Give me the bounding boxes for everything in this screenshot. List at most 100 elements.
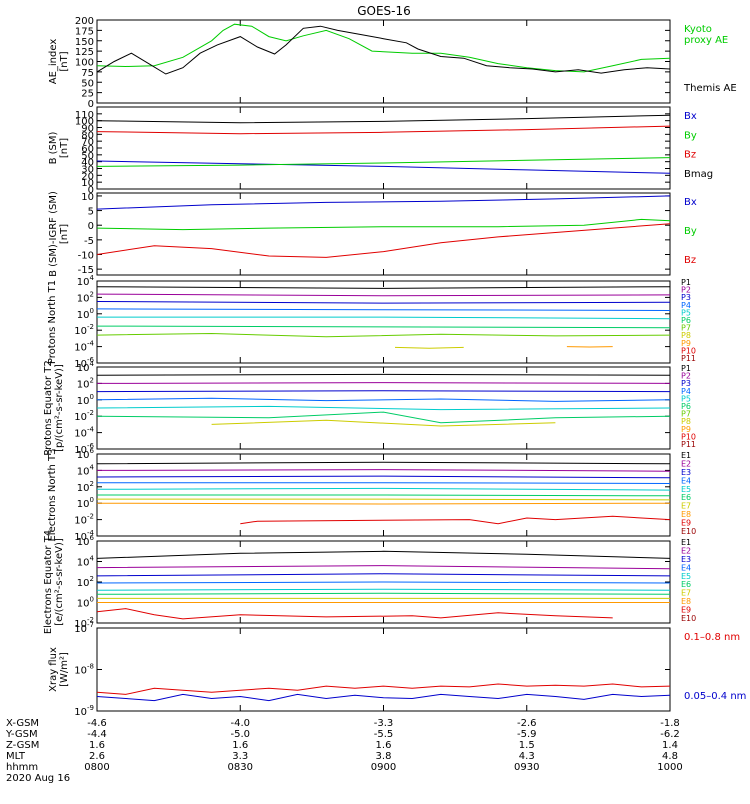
- y-axis-label-line: [e/(cm²-s-sr-keV)]: [54, 538, 65, 626]
- y-tick-label: 104: [77, 360, 95, 374]
- series-line-0-05-0-4-nm: [97, 694, 670, 700]
- x-axis-value: 1.6: [89, 740, 105, 751]
- y-tick-label: 104: [77, 555, 95, 569]
- series-line-bz: [97, 224, 670, 258]
- y-tick-label: 10-2: [74, 513, 94, 527]
- x-axis-value: 0800: [84, 762, 109, 773]
- y-axis-label-line: Electrons North T3: [47, 448, 58, 541]
- y-tick-label: 102: [77, 575, 94, 589]
- panel-frame: [97, 367, 670, 449]
- x-axis-value: -3.3: [374, 718, 394, 729]
- channel-label-p11: P11: [681, 354, 696, 363]
- y-tick-label: -10: [78, 251, 94, 262]
- series-line-e7: [97, 499, 670, 500]
- series-line-p1: [97, 374, 670, 375]
- legend-label: Kyoto: [684, 24, 712, 35]
- x-axis-row-label: hhmm: [6, 762, 38, 773]
- y-tick-label: 10-2: [74, 323, 94, 337]
- x-axis-value: -5.5: [374, 729, 394, 740]
- legend-label: Bmag: [684, 169, 713, 180]
- y-tick-exponent: -4: [87, 340, 95, 348]
- y-tick-label: 50: [81, 78, 94, 89]
- y-axis-label-line: AE_index: [48, 39, 59, 85]
- panel-frame: [97, 107, 670, 189]
- y-tick-exponent: 0: [90, 596, 94, 604]
- legend-label: proxy AE: [684, 35, 728, 46]
- series-line-p5: [97, 317, 670, 319]
- x-axis-value: 1.5: [519, 740, 535, 751]
- series-line-e3: [97, 574, 670, 576]
- series-line-p4: [97, 398, 670, 401]
- channel-label-p11: P11: [681, 440, 696, 449]
- x-axis-table: X-GSM-4.6-4.0-3.3-2.6-1.8Y-GSM-4.4-5.0-5…: [5, 718, 683, 784]
- x-axis-value: 1.4: [662, 740, 678, 751]
- y-tick-label: 104: [77, 463, 95, 477]
- series-line-p3: [97, 302, 670, 304]
- series-line-p2: [97, 294, 670, 296]
- legend-label: Themis AE: [683, 83, 737, 94]
- series-line-p3: [97, 391, 670, 392]
- y-tick-label: 75: [81, 68, 94, 79]
- y-tick-label: 10-2: [74, 409, 94, 423]
- plot-title: GOES-16: [357, 4, 411, 18]
- y-axis-label-line: [p/(cm²-s-sr-keV)]: [54, 364, 65, 452]
- series-line-by: [97, 158, 670, 167]
- y-tick-exponent: -4: [87, 426, 95, 434]
- x-axis-value: -2.6: [517, 718, 537, 729]
- y-axis-label: Electrons Equator T4[e/(cm²-s-sr-keV)]: [43, 530, 65, 634]
- x-axis-value: -4.6: [87, 718, 107, 729]
- y-tick-label: 150: [75, 37, 94, 48]
- y-tick-exponent: -9: [87, 704, 94, 712]
- legend-label: 0.05–0.4 nm: [684, 691, 746, 702]
- y-tick-label: 100: [77, 596, 94, 610]
- series-line-e8: [97, 503, 670, 504]
- series-line-bz: [97, 126, 670, 134]
- y-tick-label: 110: [75, 110, 94, 121]
- x-axis-value: -4.4: [87, 729, 107, 740]
- series-line-e6: [97, 593, 670, 594]
- series-line-p7: [97, 334, 670, 337]
- panel-ae: 0255075100125150175200AE_index[nT]Kyotop…: [48, 16, 737, 110]
- y-axis-label: B (SM)[nT]: [48, 131, 70, 164]
- y-tick-label: 102: [77, 290, 94, 304]
- y-tick-exponent: 2: [90, 290, 94, 298]
- series-line-e5: [97, 488, 670, 490]
- y-axis-label: Protons North T1: [47, 280, 58, 364]
- y-tick-label: 0: [88, 221, 94, 232]
- y-tick-label: 200: [75, 16, 94, 27]
- panel-frame: [97, 628, 670, 711]
- series-line-0-1-0-8-nm: [97, 684, 670, 694]
- x-axis-value: 1000: [657, 762, 682, 773]
- x-axis-value: 0830: [228, 762, 253, 773]
- y-axis-label-line: Protons Equator T2: [43, 360, 54, 456]
- y-axis-label-line: [nT]: [59, 51, 70, 71]
- series-line-p5: [97, 406, 670, 409]
- x-axis-value: 3.8: [376, 751, 392, 762]
- panel-frame: [97, 20, 670, 103]
- y-tick-label: 10-4: [74, 426, 94, 440]
- y-tick-exponent: 2: [90, 376, 94, 384]
- y-tick-exponent: -2: [87, 513, 94, 521]
- x-axis-value: -4.0: [230, 718, 250, 729]
- series-line-e9: [240, 516, 670, 523]
- x-axis-row-label: MLT: [6, 751, 26, 762]
- y-tick-exponent: 4: [90, 463, 95, 471]
- x-axis-value: 4.3: [519, 751, 535, 762]
- series-line-p2: [97, 383, 670, 384]
- y-tick-label: 100: [77, 496, 94, 510]
- y-axis-label: Protons Equator T2[p/(cm²-s-sr-keV)]: [43, 360, 65, 456]
- series-line-e1: [97, 462, 670, 464]
- series-line-p6: [97, 412, 670, 423]
- y-tick-label: 102: [77, 376, 94, 390]
- legend-label: Bz: [684, 255, 696, 266]
- y-axis-label-line: Protons North T1: [47, 280, 58, 364]
- legend-label: Bx: [684, 197, 697, 208]
- y-tick-exponent: 4: [90, 274, 95, 282]
- y-tick-exponent: -2: [87, 409, 94, 417]
- y-tick-exponent: -2: [87, 323, 94, 331]
